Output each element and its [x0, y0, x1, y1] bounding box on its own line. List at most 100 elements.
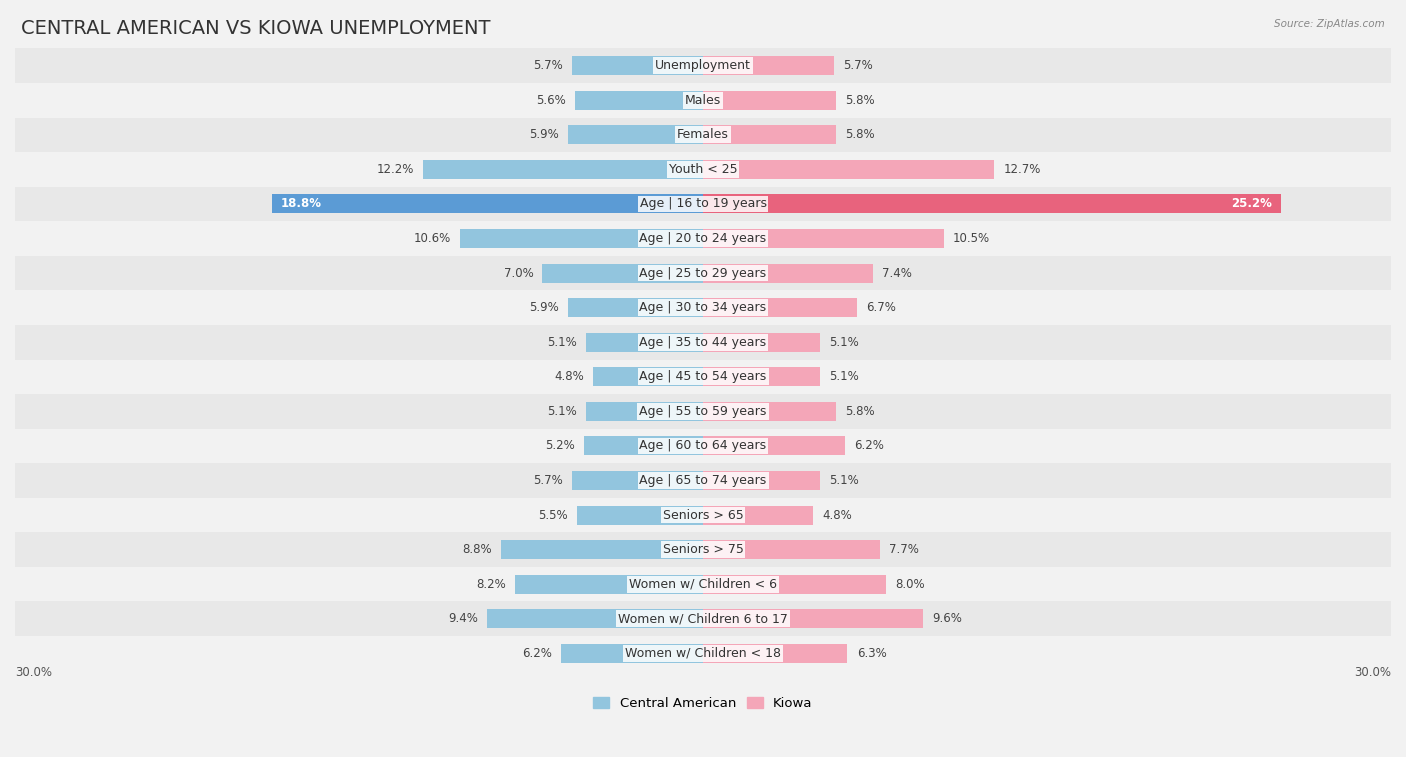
Text: Age | 35 to 44 years: Age | 35 to 44 years: [640, 335, 766, 349]
Text: 5.8%: 5.8%: [845, 405, 875, 418]
Text: 5.7%: 5.7%: [842, 59, 873, 72]
Bar: [15, 360, 1391, 394]
Bar: [703, 643, 848, 663]
Bar: [568, 126, 703, 145]
Text: Women w/ Children 6 to 17: Women w/ Children 6 to 17: [619, 612, 787, 625]
Bar: [703, 56, 834, 75]
Bar: [15, 256, 1391, 291]
Bar: [568, 298, 703, 317]
Text: 30.0%: 30.0%: [1354, 666, 1391, 679]
Text: 9.4%: 9.4%: [449, 612, 478, 625]
Bar: [271, 195, 703, 213]
Text: 5.1%: 5.1%: [547, 405, 576, 418]
Text: 18.8%: 18.8%: [281, 198, 322, 210]
Bar: [15, 532, 1391, 567]
Text: 7.7%: 7.7%: [889, 543, 918, 556]
Bar: [15, 602, 1391, 636]
Bar: [703, 540, 880, 559]
Text: 6.2%: 6.2%: [855, 439, 884, 453]
Bar: [15, 428, 1391, 463]
Legend: Central American, Kiowa: Central American, Kiowa: [588, 692, 818, 715]
Bar: [15, 636, 1391, 671]
Text: 12.7%: 12.7%: [1004, 163, 1040, 176]
Text: 12.2%: 12.2%: [377, 163, 413, 176]
Bar: [703, 229, 943, 248]
Bar: [15, 463, 1391, 498]
Text: 30.0%: 30.0%: [15, 666, 52, 679]
Bar: [460, 229, 703, 248]
Bar: [15, 152, 1391, 187]
Text: Age | 20 to 24 years: Age | 20 to 24 years: [640, 232, 766, 245]
Text: 5.9%: 5.9%: [529, 129, 558, 142]
Text: Age | 25 to 29 years: Age | 25 to 29 years: [640, 266, 766, 279]
Bar: [703, 471, 820, 490]
Bar: [15, 325, 1391, 360]
Text: 5.7%: 5.7%: [533, 59, 564, 72]
Text: 5.6%: 5.6%: [536, 94, 565, 107]
Bar: [703, 609, 924, 628]
Text: 4.8%: 4.8%: [554, 370, 583, 383]
Bar: [15, 48, 1391, 83]
Bar: [15, 567, 1391, 602]
Text: Age | 55 to 59 years: Age | 55 to 59 years: [640, 405, 766, 418]
Bar: [703, 126, 837, 145]
Bar: [593, 367, 703, 386]
Bar: [586, 333, 703, 352]
Text: 7.0%: 7.0%: [503, 266, 533, 279]
Bar: [515, 575, 703, 593]
Bar: [15, 498, 1391, 532]
Text: 5.1%: 5.1%: [830, 474, 859, 487]
Text: 9.6%: 9.6%: [932, 612, 962, 625]
Text: 7.4%: 7.4%: [882, 266, 911, 279]
Text: Age | 45 to 54 years: Age | 45 to 54 years: [640, 370, 766, 383]
Text: Seniors > 75: Seniors > 75: [662, 543, 744, 556]
Text: Source: ZipAtlas.com: Source: ZipAtlas.com: [1274, 19, 1385, 29]
Text: Unemployment: Unemployment: [655, 59, 751, 72]
Text: 5.8%: 5.8%: [845, 94, 875, 107]
Text: 10.5%: 10.5%: [953, 232, 990, 245]
Text: 5.2%: 5.2%: [544, 439, 575, 453]
Text: 8.2%: 8.2%: [477, 578, 506, 590]
Text: Age | 60 to 64 years: Age | 60 to 64 years: [640, 439, 766, 453]
Text: 5.1%: 5.1%: [547, 335, 576, 349]
Bar: [703, 160, 994, 179]
Text: 10.6%: 10.6%: [413, 232, 451, 245]
Bar: [501, 540, 703, 559]
Text: 5.8%: 5.8%: [845, 129, 875, 142]
Text: 6.7%: 6.7%: [866, 301, 896, 314]
Text: 5.5%: 5.5%: [538, 509, 568, 522]
Bar: [576, 506, 703, 525]
Bar: [583, 437, 703, 456]
Text: 4.8%: 4.8%: [823, 509, 852, 522]
Text: 5.1%: 5.1%: [830, 335, 859, 349]
Text: 8.0%: 8.0%: [896, 578, 925, 590]
Bar: [543, 263, 703, 282]
Bar: [703, 437, 845, 456]
Bar: [15, 187, 1391, 221]
Bar: [703, 195, 1281, 213]
Bar: [703, 298, 856, 317]
Text: 5.7%: 5.7%: [533, 474, 564, 487]
Bar: [572, 56, 703, 75]
Text: 5.9%: 5.9%: [529, 301, 558, 314]
Text: Youth < 25: Youth < 25: [669, 163, 737, 176]
Text: Females: Females: [678, 129, 728, 142]
Bar: [15, 221, 1391, 256]
Bar: [703, 402, 837, 421]
Text: Age | 65 to 74 years: Age | 65 to 74 years: [640, 474, 766, 487]
Bar: [586, 402, 703, 421]
Text: Age | 30 to 34 years: Age | 30 to 34 years: [640, 301, 766, 314]
Bar: [703, 91, 837, 110]
Text: Males: Males: [685, 94, 721, 107]
Text: Women w/ Children < 18: Women w/ Children < 18: [626, 646, 780, 660]
Bar: [703, 263, 873, 282]
Bar: [15, 83, 1391, 117]
Bar: [572, 471, 703, 490]
Text: Women w/ Children < 6: Women w/ Children < 6: [628, 578, 778, 590]
Text: Age | 16 to 19 years: Age | 16 to 19 years: [640, 198, 766, 210]
Bar: [488, 609, 703, 628]
Text: 5.1%: 5.1%: [830, 370, 859, 383]
Text: CENTRAL AMERICAN VS KIOWA UNEMPLOYMENT: CENTRAL AMERICAN VS KIOWA UNEMPLOYMENT: [21, 19, 491, 38]
Bar: [15, 117, 1391, 152]
Text: Seniors > 65: Seniors > 65: [662, 509, 744, 522]
